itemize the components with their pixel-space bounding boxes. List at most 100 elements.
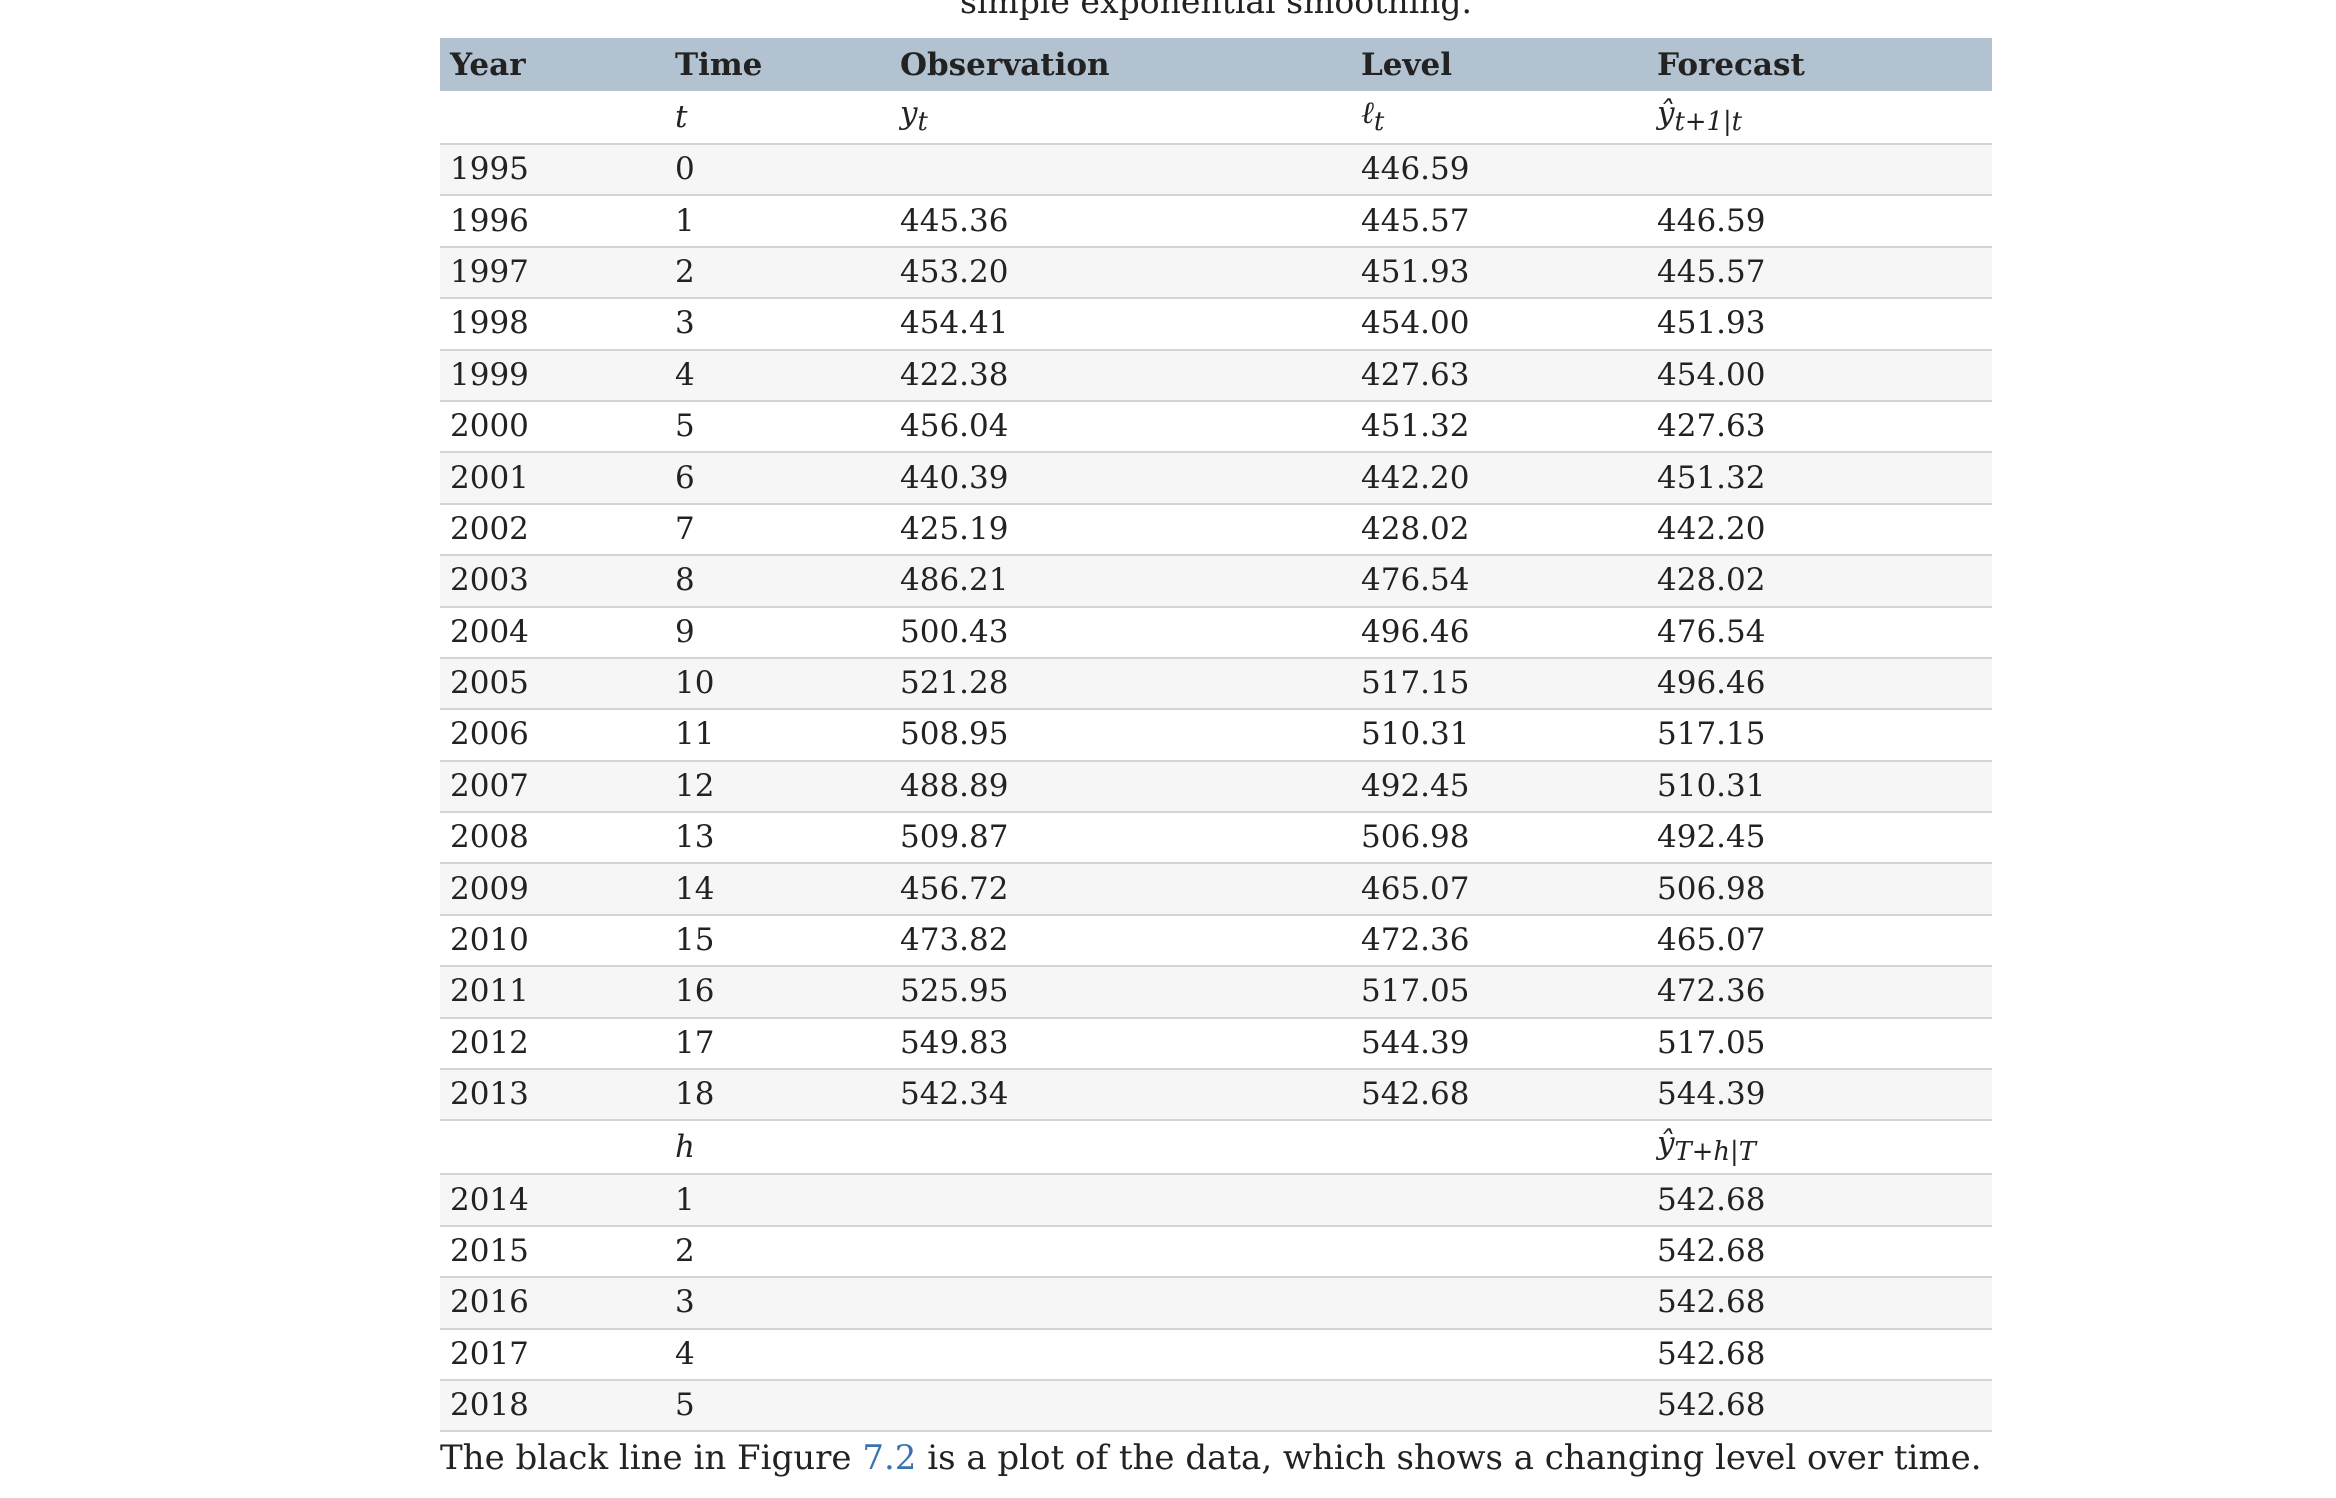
cell-time: 12 [665, 760, 890, 814]
table-row: 2013 18 542.34 542.68 544.39 [440, 1069, 1992, 1122]
cell-forecast: 476.54 [1647, 606, 1992, 659]
symbol-horizon: h [665, 1120, 890, 1176]
table-row: 2003 8 486.21 476.54 428.02 [440, 555, 1992, 608]
cell-time: 7 [665, 503, 890, 557]
cell-year: 2002 [440, 503, 665, 557]
cell-year: 2018 [440, 1379, 665, 1433]
ses-forecast-table: Year Time Observation Level Forecast t y… [440, 38, 1992, 1433]
cell-time: 9 [665, 606, 890, 659]
cell-forecast [1647, 144, 1992, 197]
cell-horizon: 4 [665, 1328, 890, 1381]
cell-horizon: 3 [665, 1277, 890, 1330]
cell-level: 517.15 [1351, 657, 1647, 711]
cell-forecast: 472.36 [1647, 966, 1992, 1019]
header-observation: Observation [890, 38, 1351, 91]
body-paragraph: The black line in Figure 7.2 is a plot o… [440, 1435, 1982, 1481]
header-forecast: Forecast [1647, 38, 1992, 91]
cell-year: 2017 [440, 1328, 665, 1381]
cell-time: 3 [665, 298, 890, 351]
cell-year: 2007 [440, 760, 665, 814]
cell-time: 13 [665, 812, 890, 865]
cell-level-empty [1351, 1328, 1647, 1381]
symbol-l: ℓ [1361, 94, 1374, 131]
cell-year: 1998 [440, 298, 665, 351]
cell-forecast: 542.68 [1647, 1379, 1992, 1433]
cell-level-empty [1351, 1174, 1647, 1227]
cell-year: 2010 [440, 914, 665, 968]
cell-level-empty [1351, 1379, 1647, 1433]
cell-observation: 453.20 [890, 246, 1351, 300]
symbol-yhat-horizon-subscript: T+h|T [1674, 1137, 1756, 1168]
cell-forecast: 427.63 [1647, 400, 1992, 454]
cell-observation: 521.28 [890, 657, 1351, 711]
table-row: 1995 0 446.59 [440, 144, 1992, 197]
cell-observation-empty [890, 1277, 1351, 1330]
cell-level: 428.02 [1351, 503, 1647, 557]
cell-year: 2000 [440, 400, 665, 454]
cell-level: 510.31 [1351, 709, 1647, 762]
cell-forecast: 496.46 [1647, 657, 1992, 711]
symbol-yhat-horizon: ŷ [1657, 1125, 1675, 1162]
cell-forecast: 542.68 [1647, 1277, 1992, 1330]
cell-level-empty [1351, 1225, 1647, 1279]
cell-forecast: 465.07 [1647, 914, 1992, 968]
table-row: 2002 7 425.19 428.02 442.20 [440, 503, 1992, 557]
figure-link[interactable]: 7.2 [862, 1438, 917, 1478]
forecast-row: 2014 1 542.68 [440, 1174, 1992, 1227]
symbol-l-subscript: t [1373, 107, 1385, 138]
cell-level: 446.59 [1351, 144, 1647, 197]
cell-time: 18 [665, 1069, 890, 1122]
cell-observation: 425.19 [890, 503, 1351, 557]
cell-level: 542.68 [1351, 1069, 1647, 1122]
table-row: 2010 15 473.82 472.36 465.07 [440, 914, 1992, 968]
cell-time: 17 [665, 1017, 890, 1071]
cell-level: 442.20 [1351, 452, 1647, 505]
cell-level: 496.46 [1351, 606, 1647, 659]
cell-observation [890, 144, 1351, 197]
symbol-time: t [665, 91, 890, 145]
symbol-observation: yt [890, 91, 1351, 145]
symbol-forecast-horizon: ŷT+h|T [1647, 1120, 1992, 1176]
cell-observation: 445.36 [890, 195, 1351, 248]
cell-level: 427.63 [1351, 349, 1647, 402]
cell-time: 1 [665, 195, 890, 248]
forecast-symbol-row: h ŷT+h|T [440, 1120, 1992, 1176]
cell-year: 1997 [440, 246, 665, 300]
cell-horizon: 2 [665, 1225, 890, 1279]
forecast-row: 2015 2 542.68 [440, 1225, 1992, 1279]
symbol-level-empty [1351, 1120, 1647, 1176]
table-row: 2011 16 525.95 517.05 472.36 [440, 966, 1992, 1019]
cell-forecast: 544.39 [1647, 1069, 1992, 1122]
cell-level-empty [1351, 1277, 1647, 1330]
paragraph-text-before: The black line in Figure [440, 1438, 863, 1478]
symbol-yhat-subscript: t+1|t [1674, 107, 1743, 138]
cell-forecast: 542.68 [1647, 1328, 1992, 1381]
cell-observation: 473.82 [890, 914, 1351, 968]
cell-forecast: 492.45 [1647, 812, 1992, 865]
cell-year: 2009 [440, 863, 665, 916]
table-row: 1999 4 422.38 427.63 454.00 [440, 349, 1992, 402]
cell-year: 1995 [440, 144, 665, 197]
symbol-forecast: ŷt+1|t [1647, 91, 1992, 145]
cell-observation: 456.72 [890, 863, 1351, 916]
table-row: 2009 14 456.72 465.07 506.98 [440, 863, 1992, 916]
cell-forecast: 451.93 [1647, 298, 1992, 351]
cell-horizon: 5 [665, 1379, 890, 1433]
cell-forecast: 454.00 [1647, 349, 1992, 402]
cell-time: 14 [665, 863, 890, 916]
forecast-row: 2017 4 542.68 [440, 1328, 1992, 1381]
cell-observation: 549.83 [890, 1017, 1351, 1071]
cell-year: 2003 [440, 555, 665, 608]
symbol-y: y [900, 94, 918, 131]
symbol-t: t [675, 98, 688, 135]
table-row: 2004 9 500.43 496.46 476.54 [440, 606, 1992, 659]
cell-year: 2001 [440, 452, 665, 505]
table-row: 2012 17 549.83 544.39 517.05 [440, 1017, 1992, 1071]
cell-forecast: 446.59 [1647, 195, 1992, 248]
cell-level: 544.39 [1351, 1017, 1647, 1071]
table-row: 2006 11 508.95 510.31 517.15 [440, 709, 1992, 762]
table-body: t yt ℓt ŷt+1|t 1995 0 446.59 1996 1 445.36 445… [440, 91, 1992, 1433]
cell-year: 1996 [440, 195, 665, 248]
cell-year: 2011 [440, 966, 665, 1019]
cell-time: 16 [665, 966, 890, 1019]
